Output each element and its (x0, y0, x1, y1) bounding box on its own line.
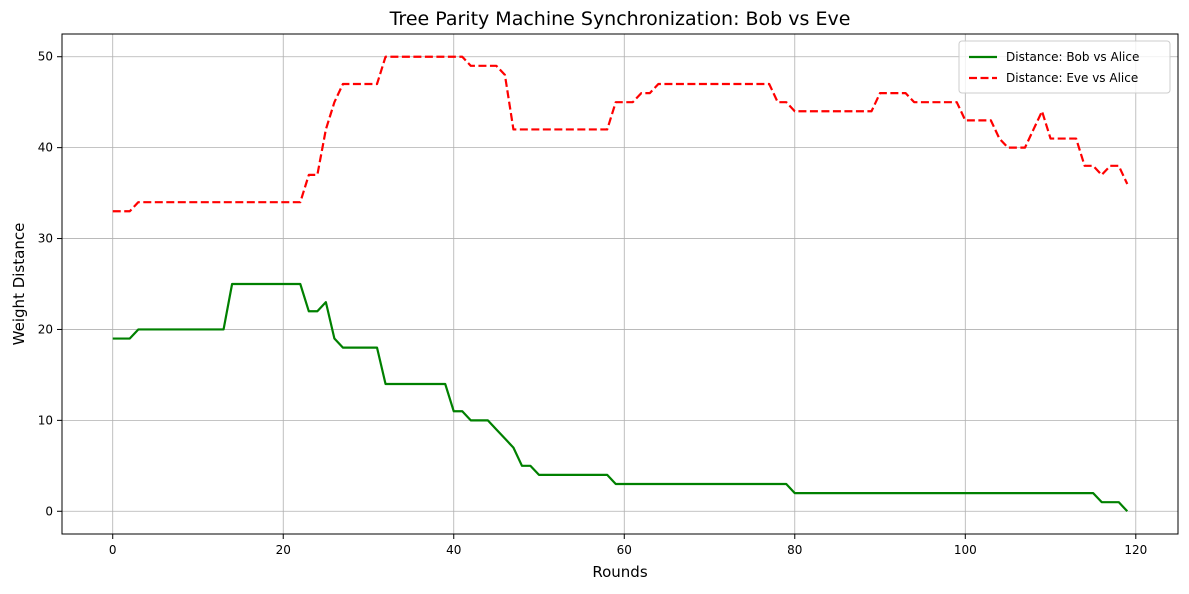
legend-label-1: Distance: Bob vs Alice (1006, 50, 1139, 64)
x-tick-label: 20 (276, 543, 291, 557)
x-tick-label: 120 (1124, 543, 1147, 557)
x-tick-label: 100 (954, 543, 977, 557)
y-tick-label: 50 (38, 50, 53, 64)
ticks: 0 20 40 60 80 100 120 0 10 20 30 40 50 (38, 50, 1148, 557)
grid (62, 34, 1178, 534)
series-line-2 (112, 55, 1129, 213)
x-tick-label: 60 (617, 543, 632, 557)
legend: Distance: Bob vs Alice Distance: Eve vs A… (958, 40, 1171, 94)
y-tick-label: 0 (45, 504, 53, 518)
x-tick-label: 0 (109, 543, 117, 557)
x-axis-label: Rounds (592, 563, 647, 581)
plot-frame (61, 33, 1179, 535)
legend-box (958, 40, 1171, 94)
y-tick-label: 10 (38, 413, 53, 427)
y-tick-label: 30 (38, 232, 53, 246)
series-line-1 (112, 282, 1129, 513)
y-tick-label: 40 (38, 141, 53, 155)
chart-title: Tree Parity Machine Synchronization: Bob… (389, 8, 851, 30)
x-tick-label: 40 (446, 543, 461, 557)
series-layer (112, 55, 1129, 513)
legend-label-2: Distance: Eve vs Alice (1006, 71, 1138, 85)
y-tick-label: 20 (38, 322, 53, 336)
x-tick-label: 80 (787, 543, 802, 557)
y-axis-label: Weight Distance (10, 223, 28, 346)
